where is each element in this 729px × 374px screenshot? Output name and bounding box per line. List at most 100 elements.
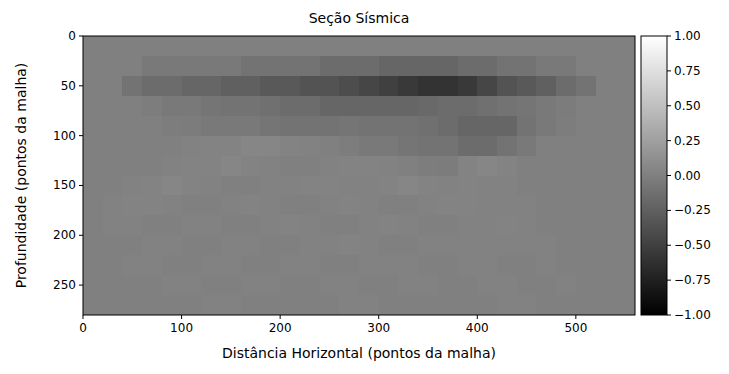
y-tick-label: 50 xyxy=(61,79,76,93)
cell xyxy=(162,295,182,315)
cell xyxy=(201,275,221,295)
cell xyxy=(201,56,221,76)
cell xyxy=(103,116,123,136)
cells xyxy=(83,36,635,315)
cell xyxy=(556,96,576,116)
cell xyxy=(162,215,182,235)
cell xyxy=(517,215,537,235)
cell xyxy=(556,76,576,96)
cell xyxy=(201,255,221,275)
cell xyxy=(300,96,320,116)
cell xyxy=(201,215,221,235)
cell xyxy=(477,76,497,96)
cell xyxy=(142,215,162,235)
cell xyxy=(497,136,517,156)
colorbar-tick-label: −0.75 xyxy=(674,273,711,287)
cell xyxy=(556,176,576,196)
cell xyxy=(398,156,418,176)
cell xyxy=(103,295,123,315)
cell xyxy=(241,275,261,295)
cell xyxy=(142,136,162,156)
cell xyxy=(122,235,142,255)
cell xyxy=(241,255,261,275)
cell xyxy=(280,76,300,96)
cell xyxy=(201,235,221,255)
y-tick-label: 250 xyxy=(53,278,76,292)
cell xyxy=(576,116,596,136)
cell xyxy=(576,56,596,76)
cell xyxy=(497,176,517,196)
chart: 0100200300400500050100150200250Seção Sís… xyxy=(0,0,729,374)
cell xyxy=(83,275,103,295)
cell xyxy=(615,76,635,96)
cell xyxy=(458,96,478,116)
cell xyxy=(201,195,221,215)
colorbar-tick-label: −1.00 xyxy=(674,308,711,322)
cell xyxy=(615,295,635,315)
cell xyxy=(497,36,517,56)
cell xyxy=(300,275,320,295)
cell xyxy=(280,136,300,156)
cell xyxy=(320,116,340,136)
cell xyxy=(556,156,576,176)
cell xyxy=(398,136,418,156)
cell xyxy=(83,215,103,235)
cell xyxy=(596,176,616,196)
cell xyxy=(418,136,438,156)
cell xyxy=(418,116,438,136)
cell xyxy=(576,156,596,176)
colorbar-tick-label: 0.75 xyxy=(674,64,701,78)
cell xyxy=(122,76,142,96)
cell xyxy=(300,176,320,196)
cell xyxy=(142,275,162,295)
cell xyxy=(241,176,261,196)
cell xyxy=(221,275,241,295)
cell xyxy=(398,176,418,196)
cell xyxy=(339,176,359,196)
colorbar xyxy=(641,36,667,315)
cell xyxy=(477,156,497,176)
cell xyxy=(458,235,478,255)
cell xyxy=(615,56,635,76)
cell xyxy=(339,136,359,156)
cell xyxy=(359,235,379,255)
colorbar-tick xyxy=(667,70,671,71)
cell xyxy=(162,136,182,156)
cell xyxy=(576,76,596,96)
cell xyxy=(103,76,123,96)
cell xyxy=(122,215,142,235)
cell xyxy=(122,116,142,136)
cell xyxy=(536,36,556,56)
cell xyxy=(379,255,399,275)
y-axis-title: Profundidade (pontos da malha) xyxy=(13,63,29,289)
cell xyxy=(497,156,517,176)
cell xyxy=(517,235,537,255)
cell xyxy=(615,275,635,295)
cell xyxy=(122,96,142,116)
cell xyxy=(83,195,103,215)
cell xyxy=(280,36,300,56)
x-tick-label: 100 xyxy=(170,321,193,335)
cell xyxy=(221,176,241,196)
cell xyxy=(536,235,556,255)
cell xyxy=(359,156,379,176)
cell xyxy=(359,275,379,295)
cell xyxy=(536,295,556,315)
cell xyxy=(596,235,616,255)
cell xyxy=(596,275,616,295)
cell xyxy=(556,36,576,56)
cell xyxy=(339,156,359,176)
cell xyxy=(320,176,340,196)
cell xyxy=(418,56,438,76)
cell xyxy=(418,156,438,176)
cell xyxy=(201,96,221,116)
cell xyxy=(536,176,556,196)
cell xyxy=(497,76,517,96)
cell xyxy=(83,295,103,315)
cell xyxy=(379,136,399,156)
cell xyxy=(458,136,478,156)
cell xyxy=(418,195,438,215)
cell xyxy=(103,195,123,215)
y-tick xyxy=(79,235,83,236)
cell xyxy=(122,56,142,76)
